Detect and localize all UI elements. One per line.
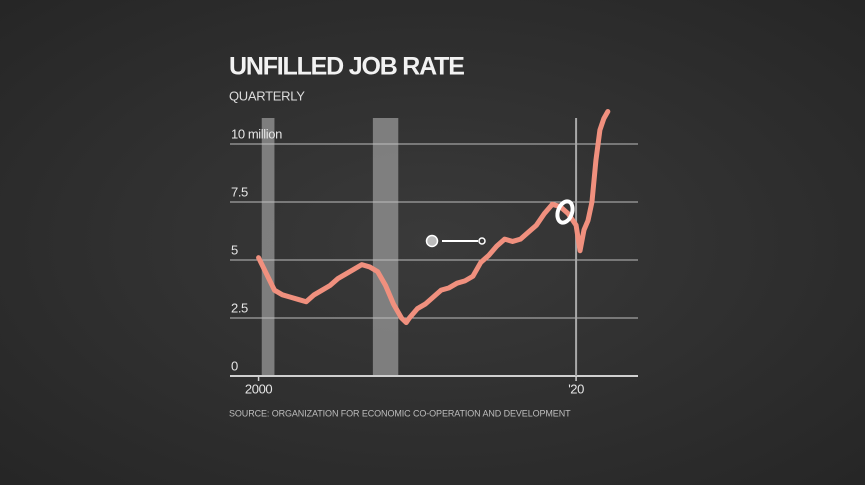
shading-layer bbox=[261, 118, 399, 376]
annotation-pointer bbox=[425, 234, 486, 248]
annotation-circle bbox=[555, 199, 575, 225]
y-tick-label: 2.5 bbox=[231, 300, 248, 315]
y-tick-label: 0 bbox=[231, 358, 238, 373]
recession-band bbox=[261, 118, 275, 376]
y-tick-label: 7.5 bbox=[231, 184, 248, 199]
x-tick-label: '20 bbox=[568, 381, 584, 396]
y-tick-label: 10 million bbox=[231, 126, 282, 141]
x-tick-label: 2000 bbox=[245, 381, 272, 396]
pointer-end bbox=[478, 237, 486, 245]
chart-title: UNFILLED JOB RATE bbox=[229, 53, 464, 81]
y-tick-label: 5 bbox=[231, 242, 238, 257]
pointer-dot bbox=[425, 234, 439, 248]
recession-band bbox=[372, 118, 399, 376]
data-line bbox=[256, 109, 611, 326]
chart-subtitle: QUARTERLY bbox=[229, 88, 305, 103]
mark-layer bbox=[256, 109, 611, 326]
source-note: SOURCE: ORGANIZATION FOR ECONOMIC CO-OPE… bbox=[229, 408, 571, 418]
